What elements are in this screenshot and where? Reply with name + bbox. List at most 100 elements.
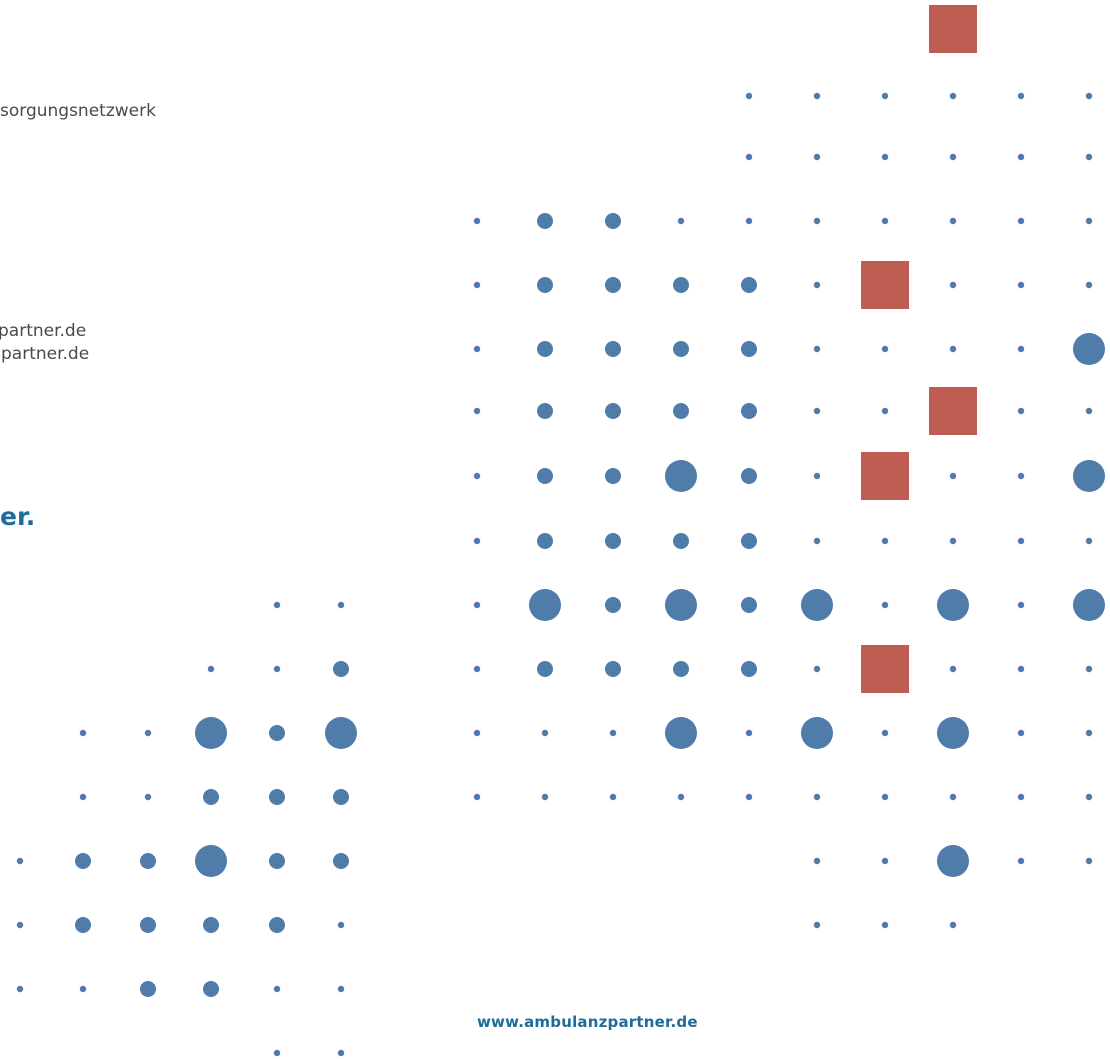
dot-small bbox=[610, 730, 616, 736]
dot-small bbox=[474, 473, 480, 479]
dot-small bbox=[274, 1050, 280, 1056]
dot-medium bbox=[605, 277, 621, 293]
dot-small bbox=[17, 858, 23, 864]
dot-large bbox=[195, 845, 227, 877]
dot-small bbox=[474, 794, 480, 800]
dot-small bbox=[882, 538, 888, 544]
dot-medium bbox=[269, 789, 285, 805]
dot-small bbox=[746, 93, 752, 99]
dot-small bbox=[1086, 858, 1092, 864]
dot-small bbox=[814, 154, 820, 160]
dot-small bbox=[950, 218, 956, 224]
dot-small bbox=[1018, 602, 1024, 608]
dot-small bbox=[950, 794, 956, 800]
dot-small bbox=[1018, 154, 1024, 160]
dot-medium bbox=[140, 853, 156, 869]
network-text: sorgungsnetzwerk bbox=[0, 101, 156, 121]
dot-small bbox=[474, 538, 480, 544]
dot-large bbox=[529, 589, 561, 621]
dot-medium bbox=[333, 853, 349, 869]
dot-medium bbox=[673, 403, 689, 419]
dot-small bbox=[274, 986, 280, 992]
dot-small bbox=[1086, 154, 1092, 160]
dot-small bbox=[145, 730, 151, 736]
dot-medium bbox=[741, 403, 757, 419]
dot-medium bbox=[741, 341, 757, 357]
dot-small bbox=[338, 922, 344, 928]
dot-small bbox=[814, 93, 820, 99]
dot-medium bbox=[673, 533, 689, 549]
dot-small bbox=[17, 986, 23, 992]
dot-small bbox=[814, 282, 820, 288]
dot-small bbox=[208, 666, 214, 672]
dot-medium bbox=[741, 468, 757, 484]
dot-medium bbox=[605, 403, 621, 419]
dot-small bbox=[80, 794, 86, 800]
dot-small bbox=[1018, 346, 1024, 352]
dot-medium bbox=[333, 789, 349, 805]
dot-medium bbox=[203, 789, 219, 805]
red-square bbox=[861, 261, 909, 309]
dot-medium bbox=[605, 213, 621, 229]
dot-medium bbox=[203, 981, 219, 997]
dot-medium bbox=[537, 533, 553, 549]
red-square bbox=[861, 645, 909, 693]
dot-small bbox=[814, 218, 820, 224]
dot-small bbox=[746, 218, 752, 224]
dot-large bbox=[937, 845, 969, 877]
dot-small bbox=[814, 858, 820, 864]
dot-small bbox=[950, 154, 956, 160]
dot-small bbox=[474, 408, 480, 414]
dot-small bbox=[474, 666, 480, 672]
dot-small bbox=[1086, 538, 1092, 544]
dot-medium bbox=[203, 917, 219, 933]
email-line: partner.de bbox=[0, 321, 86, 341]
dot-small bbox=[950, 282, 956, 288]
dot-small bbox=[338, 602, 344, 608]
dot-large bbox=[665, 717, 697, 749]
dot-small bbox=[882, 922, 888, 928]
dot-small bbox=[882, 602, 888, 608]
dot-small bbox=[80, 730, 86, 736]
dot-small bbox=[814, 538, 820, 544]
website-link[interactable]: www.ambulanzpartner.de bbox=[477, 1013, 698, 1031]
dot-small bbox=[474, 730, 480, 736]
dot-small bbox=[17, 922, 23, 928]
dot-small bbox=[950, 93, 956, 99]
dot-large bbox=[1073, 460, 1105, 492]
dot-medium bbox=[333, 661, 349, 677]
dot-small bbox=[1018, 93, 1024, 99]
dot-small bbox=[882, 794, 888, 800]
dot-small bbox=[950, 538, 956, 544]
dot-medium bbox=[741, 597, 757, 613]
dot-medium bbox=[537, 277, 553, 293]
dot-small bbox=[1018, 858, 1024, 864]
dot-medium bbox=[269, 917, 285, 933]
dot-small bbox=[678, 794, 684, 800]
dot-large bbox=[195, 717, 227, 749]
dot-small bbox=[882, 93, 888, 99]
dot-small bbox=[746, 794, 752, 800]
dot-pattern bbox=[0, 0, 1110, 1059]
dot-small bbox=[1086, 218, 1092, 224]
dot-medium bbox=[741, 533, 757, 549]
email-line: partner.de bbox=[1, 344, 89, 364]
dot-small bbox=[814, 408, 820, 414]
dot-small bbox=[474, 282, 480, 288]
dot-small bbox=[1086, 666, 1092, 672]
dot-medium bbox=[605, 597, 621, 613]
dot-medium bbox=[140, 917, 156, 933]
dot-medium bbox=[537, 213, 553, 229]
dot-large bbox=[1073, 589, 1105, 621]
dot-medium bbox=[605, 341, 621, 357]
dot-medium bbox=[75, 853, 91, 869]
dot-small bbox=[1086, 282, 1092, 288]
dot-small bbox=[746, 154, 752, 160]
dot-small bbox=[610, 794, 616, 800]
dot-small bbox=[1018, 730, 1024, 736]
red-square bbox=[929, 5, 977, 53]
dot-small bbox=[1018, 408, 1024, 414]
dot-small bbox=[338, 1050, 344, 1056]
dot-small bbox=[1018, 473, 1024, 479]
dot-small bbox=[814, 346, 820, 352]
